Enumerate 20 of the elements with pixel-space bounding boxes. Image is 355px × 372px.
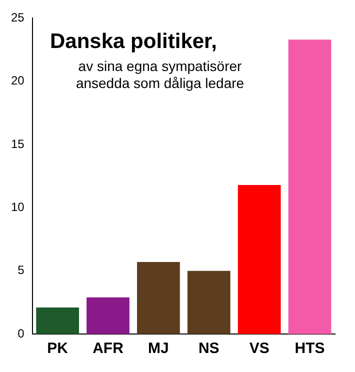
bar	[187, 270, 230, 334]
text: Danska politiker,	[50, 30, 217, 54]
text: av sina egna sympatisörer ansedda som dåliga ledare	[74, 58, 246, 92]
x-tick-label: PK	[47, 340, 68, 358]
y-tick-label: 10	[10, 200, 25, 214]
bar	[288, 40, 332, 334]
y-tick-label: 20	[10, 74, 25, 88]
y-tick-label: 25	[10, 10, 25, 25]
bar	[36, 307, 80, 334]
x-tick-label: NS	[198, 340, 220, 358]
x-tick-label: HTS	[294, 340, 325, 358]
y-tick-label: 5	[18, 263, 25, 278]
bar	[238, 184, 281, 334]
y-tick-label: 15	[10, 136, 25, 151]
x-tick-label: AFR	[92, 340, 124, 358]
bar	[86, 297, 130, 334]
x-tick-label: MJ	[148, 340, 169, 358]
bar	[137, 262, 180, 334]
x-tick-label: VS	[249, 340, 270, 358]
y-tick-label: 0	[18, 326, 25, 340]
